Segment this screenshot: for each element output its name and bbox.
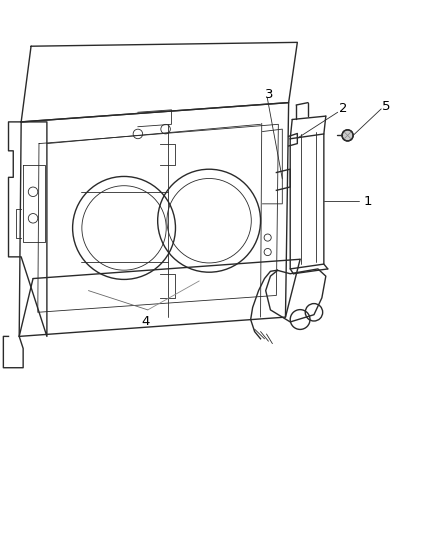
- Text: 2: 2: [339, 102, 347, 115]
- Text: 3: 3: [265, 88, 273, 101]
- Text: 5: 5: [382, 100, 391, 113]
- Text: 4: 4: [141, 314, 150, 328]
- Text: 1: 1: [364, 195, 372, 208]
- Circle shape: [342, 130, 353, 141]
